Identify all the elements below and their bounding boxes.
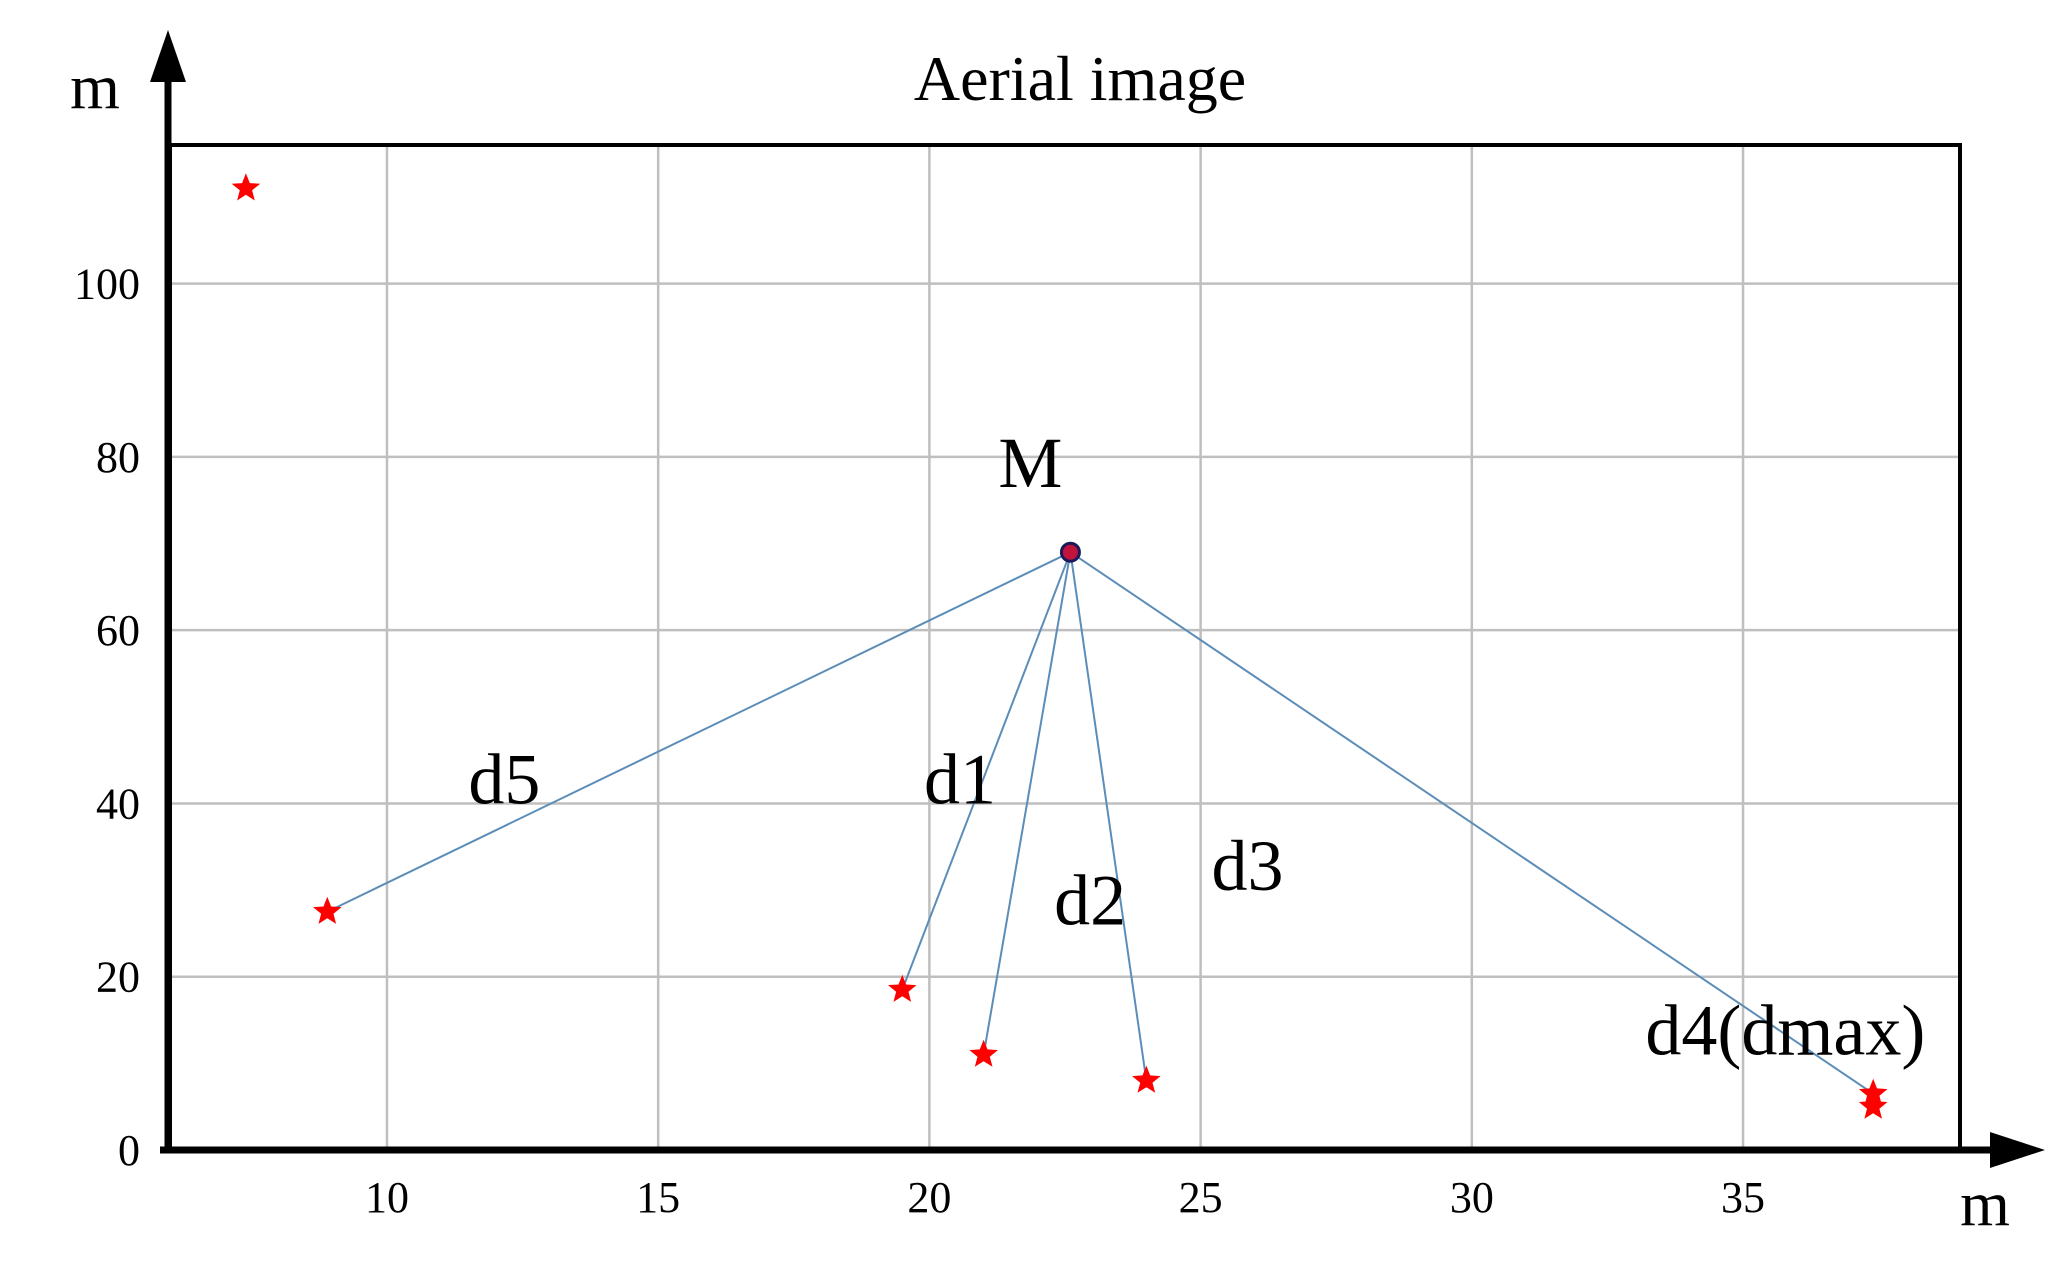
center-point: [1059, 541, 1081, 563]
x-axis-arrow: [1990, 1132, 2045, 1168]
distance-label: d1: [924, 739, 996, 819]
y-tick-label: 100: [74, 260, 140, 309]
distance-label: d3: [1211, 826, 1283, 906]
data-point: [888, 974, 917, 1002]
y-tick-label: 80: [96, 433, 140, 482]
distance-line-d4dmax: [1069, 551, 1874, 1095]
axes: [150, 30, 2045, 1168]
y-tick-label: 0: [118, 1126, 140, 1175]
x-tick-label: 35: [1721, 1173, 1765, 1222]
connections: [326, 551, 1874, 1095]
chart-title: Aerial image: [914, 43, 1246, 114]
distance-line-d3: [1069, 552, 1148, 1081]
y-tick-label: 20: [96, 953, 140, 1002]
distance-label: d5: [468, 739, 540, 819]
grid: [170, 145, 1960, 1150]
tick-labels: 10 15 20 25 30 35 0 20 40 60 80 100: [74, 260, 1765, 1222]
y-tick-label: 40: [96, 779, 140, 828]
data-point: [313, 896, 342, 924]
distance-line-d5: [326, 551, 1071, 913]
y-axis-arrow: [150, 30, 186, 82]
distance-line-d1: [901, 551, 1072, 991]
distance-line-d2: [982, 552, 1072, 1055]
data-point: [1132, 1065, 1161, 1093]
data-points: [231, 173, 1888, 1119]
x-tick-label: 15: [636, 1173, 680, 1222]
data-point: [1858, 1091, 1888, 1119]
data-point: [969, 1039, 998, 1067]
x-tick-label: 25: [1179, 1173, 1223, 1222]
y-tick-label: 60: [96, 606, 140, 655]
x-axis-label: m: [1960, 1168, 2010, 1239]
y-axis-label: m: [70, 51, 120, 122]
center-label: M: [998, 423, 1062, 503]
x-tick-label: 20: [907, 1173, 951, 1222]
distance-label: d4(dmax): [1645, 991, 1925, 1071]
data-point: [231, 173, 261, 201]
distance-label: d2: [1054, 861, 1126, 941]
distance-labels: d1 d2 d3 d4(dmax) d5 M: [468, 423, 1925, 1071]
x-tick-label: 10: [365, 1173, 409, 1222]
x-tick-label: 30: [1450, 1173, 1494, 1222]
